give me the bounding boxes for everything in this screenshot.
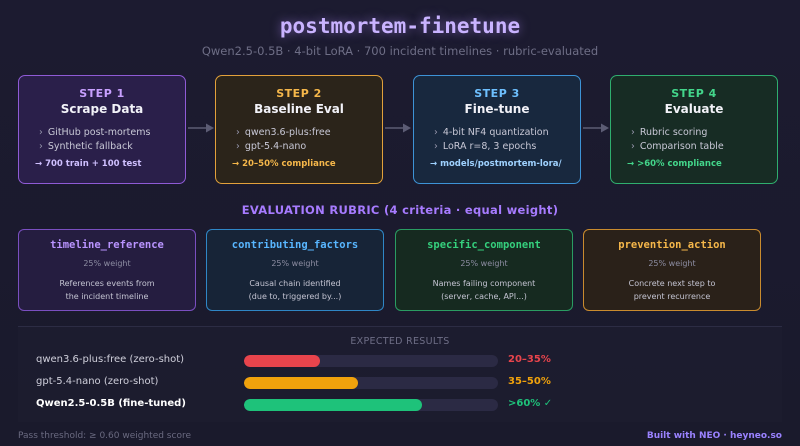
result-row-gpt-nano: gpt-5.4-nano (zero-shot) 35–50% bbox=[0, 376, 800, 390]
criterion-weight: 25% weight bbox=[648, 259, 696, 268]
result-bar-fill bbox=[244, 377, 359, 389]
step-bullet: Comparison table bbox=[631, 140, 777, 154]
pass-threshold-note: Pass threshold: ≥ 0.60 weighted score bbox=[18, 431, 191, 441]
step-number: STEP 2 bbox=[276, 87, 322, 100]
result-bar-track bbox=[244, 355, 498, 367]
criterion-name: specific_component bbox=[427, 239, 541, 251]
rubric-heading: EVALUATION RUBRIC (4 criteria · equal we… bbox=[241, 203, 559, 217]
step-bullet: LoRA r=8, 3 epochs bbox=[434, 140, 580, 154]
page-title: postmortem-finetune bbox=[279, 14, 521, 38]
criterion-description-line: (due to, triggered by...) bbox=[248, 292, 342, 301]
result-value: 35–50% bbox=[508, 376, 551, 387]
step-bullet: qwen3.6-plus:free bbox=[236, 126, 382, 140]
step-bullet: 4-bit NF4 quantization bbox=[434, 126, 580, 140]
result-value: 20–35% bbox=[508, 354, 551, 365]
step-title: Evaluate bbox=[664, 102, 724, 116]
result-row-qwen-finetuned: Qwen2.5-0.5B (fine-tuned) >60% ✓ bbox=[0, 398, 800, 412]
result-bar-track bbox=[244, 377, 498, 389]
arrow-right-icon bbox=[385, 123, 411, 133]
step-bullet: GitHub post-mortems bbox=[39, 126, 185, 140]
step-bullets: 4-bit NF4 quantization LoRA r=8, 3 epoch… bbox=[434, 126, 580, 154]
criterion-weight: 25% weight bbox=[83, 259, 131, 268]
step-bullets: Rubric scoring Comparison table bbox=[631, 126, 777, 154]
result-row-qwen-plus: qwen3.6-plus:free (zero-shot) 20–35% bbox=[0, 354, 800, 368]
criterion-description: Names failing component (server, cache, … bbox=[396, 277, 572, 303]
criterion-name: timeline_reference bbox=[50, 239, 164, 251]
result-label: gpt-5.4-nano (zero-shot) bbox=[36, 376, 159, 387]
results-panel bbox=[18, 326, 782, 422]
criterion-name: contributing_factors bbox=[231, 239, 359, 251]
step-result: → 700 train + 100 test bbox=[35, 159, 142, 169]
step-title: Scrape Data bbox=[60, 102, 144, 116]
step-number: STEP 1 bbox=[79, 87, 125, 100]
criterion-description-line: References events from bbox=[59, 279, 155, 288]
arrow-right-icon bbox=[188, 123, 214, 133]
result-value: >60% ✓ bbox=[508, 398, 553, 409]
step-result: → models/postmortem-lora/ bbox=[430, 159, 562, 169]
step-bullets: GitHub post-mortems Synthetic fallback bbox=[39, 126, 185, 154]
page-subtitle: Qwen2.5-0.5B · 4-bit LoRA · 700 incident… bbox=[201, 44, 599, 58]
built-with-credit: Built with NEO · heyneo.so bbox=[646, 431, 782, 441]
criterion-description-line: Concrete next step to bbox=[628, 279, 716, 288]
step-card-scrape-data: STEP 1 Scrape Data GitHub post-mortems S… bbox=[18, 75, 186, 184]
step-card-evaluate: STEP 4 Evaluate Rubric scoring Compariso… bbox=[610, 75, 778, 184]
step-result: → >60% compliance bbox=[627, 159, 722, 169]
criterion-weight: 25% weight bbox=[271, 259, 319, 268]
arrow-right-icon bbox=[583, 123, 609, 133]
criterion-description-line: the incident timeline bbox=[65, 292, 149, 301]
step-number: STEP 3 bbox=[474, 87, 520, 100]
result-bar-fill bbox=[244, 399, 422, 411]
criterion-description-line: prevent recurrence bbox=[633, 292, 711, 301]
criterion-description: References events from the incident time… bbox=[19, 277, 195, 303]
step-title: Fine-tune bbox=[464, 102, 530, 116]
results-heading: EXPECTED RESULTS bbox=[350, 336, 450, 347]
step-result: → 20–50% compliance bbox=[232, 159, 336, 169]
criterion-description-line: Names failing component bbox=[432, 279, 536, 288]
result-bar-fill bbox=[244, 355, 321, 367]
criterion-description: Causal chain identified (due to, trigger… bbox=[207, 277, 383, 303]
step-card-baseline-eval: STEP 2 Baseline Eval qwen3.6-plus:free g… bbox=[215, 75, 383, 184]
step-card-fine-tune: STEP 3 Fine-tune 4-bit NF4 quantization … bbox=[413, 75, 581, 184]
step-title: Baseline Eval bbox=[254, 102, 344, 116]
result-label: qwen3.6-plus:free (zero-shot) bbox=[36, 354, 185, 365]
step-bullet: gpt-5.4-nano bbox=[236, 140, 382, 154]
criterion-weight: 25% weight bbox=[460, 259, 508, 268]
step-bullets: qwen3.6-plus:free gpt-5.4-nano bbox=[236, 126, 382, 154]
criterion-card-specific-component: specific_component 25% weight Names fail… bbox=[395, 229, 573, 311]
criterion-description: Concrete next step to prevent recurrence bbox=[584, 277, 760, 303]
criterion-card-contributing-factors: contributing_factors 25% weight Causal c… bbox=[206, 229, 384, 311]
step-bullet: Synthetic fallback bbox=[39, 140, 185, 154]
criterion-description-line: (server, cache, API...) bbox=[441, 292, 527, 301]
result-label: Qwen2.5-0.5B (fine-tuned) bbox=[36, 398, 186, 409]
criterion-description-line: Causal chain identified bbox=[249, 279, 341, 288]
result-bar-track bbox=[244, 399, 498, 411]
criterion-card-prevention-action: prevention_action 25% weight Concrete ne… bbox=[583, 229, 761, 311]
criterion-name: prevention_action bbox=[618, 239, 726, 251]
step-number: STEP 4 bbox=[671, 87, 717, 100]
criterion-card-timeline-reference: timeline_reference 25% weight References… bbox=[18, 229, 196, 311]
step-bullet: Rubric scoring bbox=[631, 126, 777, 140]
